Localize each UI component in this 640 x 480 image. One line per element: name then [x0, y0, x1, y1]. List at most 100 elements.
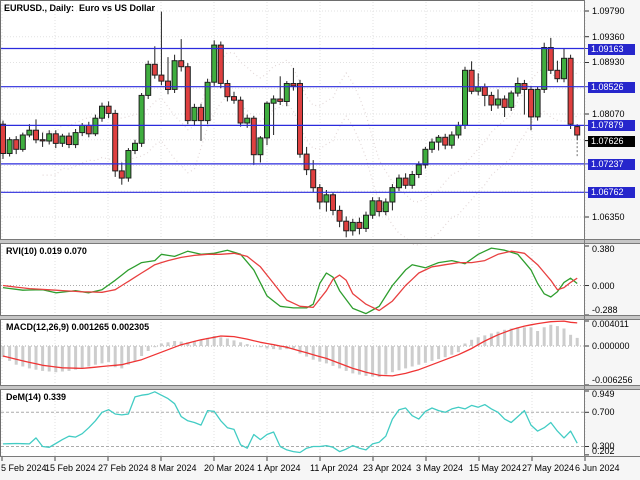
bear-candle: [13, 139, 20, 150]
bull-candle: [475, 86, 482, 92]
rvi-indicator-label: RVI(10) 0.019 0.070: [6, 246, 87, 256]
bull-candle: [382, 201, 389, 213]
bull-candle: [389, 187, 396, 203]
bull-candle: [422, 148, 429, 166]
bull-candle: [72, 132, 79, 146]
bear-candle: [224, 83, 231, 98]
bull-candle: [349, 221, 356, 232]
bull-candle: [369, 200, 376, 216]
bull-candle: [514, 83, 521, 94]
date-label: 15 May 2024: [469, 463, 522, 473]
bear-candle: [297, 83, 303, 155]
bear-candle: [198, 106, 204, 122]
bull-candle: [534, 88, 541, 118]
bull-candle: [561, 57, 567, 80]
overlay-band-dots: [42, 95, 578, 246]
bear-candle: [237, 99, 244, 124]
panel-separator[interactable]: [0, 315, 640, 320]
bear-candle: [481, 86, 488, 96]
bear-candle: [310, 169, 317, 189]
bull-candle: [191, 106, 198, 122]
bear-candle: [468, 69, 475, 92]
time-axis[interactable]: [0, 457, 640, 480]
bull-candle: [323, 194, 330, 203]
bull-candle: [495, 98, 501, 106]
panel-separator[interactable]: [0, 385, 640, 390]
price-axis-label: 1.08930: [592, 57, 625, 67]
bear-candle: [85, 124, 92, 135]
date-label: 3 May 2024: [416, 463, 464, 473]
indicator-line: [2, 247, 578, 315]
panel-separator[interactable]: [0, 239, 640, 244]
date-label: 8 Mar 2024: [151, 463, 197, 473]
date-label: 20 Mar 2024: [204, 463, 255, 473]
bear-candle: [217, 44, 224, 84]
dem-axis-label: 0.700: [592, 407, 615, 417]
date-label: 15 Feb 2024: [45, 463, 96, 473]
bear-candle: [547, 47, 554, 71]
bull-candle: [171, 60, 178, 90]
bear-candle: [376, 200, 383, 213]
bull-candle: [99, 105, 105, 119]
macd-panel[interactable]: [1, 319, 584, 386]
bull-candle: [79, 124, 86, 134]
bull-candle: [448, 134, 455, 146]
date-label: 1 Apr 2024: [257, 463, 301, 473]
price-axis-label: 1.06350: [592, 212, 625, 222]
bull-candle: [145, 63, 152, 96]
bull-candle: [435, 136, 442, 143]
bear-candle: [118, 170, 125, 179]
indicator-line: [2, 391, 578, 454]
bull-candle: [46, 133, 53, 142]
bear-candle: [303, 153, 310, 171]
price-line-label: 1.08526: [588, 82, 635, 93]
bear-candle: [112, 112, 119, 172]
bull-candle: [264, 102, 270, 139]
rvi-panel[interactable]: [1, 243, 584, 316]
bull-candle: [211, 44, 218, 83]
bull-candle: [244, 117, 251, 124]
indicator-line: [2, 320, 578, 377]
bear-candle: [316, 187, 323, 203]
bull-candle: [6, 139, 13, 154]
time-axis-border: [0, 456, 640, 457]
bull-candle: [26, 129, 33, 136]
bear-candle: [343, 220, 350, 232]
bull-candle: [132, 142, 138, 152]
macd-axis-label: -0.006256: [592, 375, 633, 385]
bull-candle: [462, 69, 468, 126]
bear-candle: [336, 209, 343, 222]
dem-axis-label: 0.300: [592, 441, 615, 451]
price-axis-label: 1.09790: [592, 6, 625, 16]
price-axis-label: 1.09360: [592, 32, 625, 42]
bear-candle: [567, 57, 574, 125]
bear-candle: [0, 123, 6, 154]
bull-candle: [455, 124, 462, 136]
bull-candle: [541, 47, 548, 90]
current-price-label: 1.07626: [588, 136, 635, 147]
bear-candle: [501, 98, 508, 108]
bear-candle: [488, 94, 495, 106]
bear-candle: [528, 88, 534, 118]
dem-panel[interactable]: [1, 389, 584, 456]
bear-candle: [290, 83, 297, 87]
bear-candle: [277, 98, 284, 102]
bear-candle: [402, 177, 409, 186]
price-line-label: 1.07879: [588, 120, 635, 131]
price-axis[interactable]: [585, 0, 640, 456]
bull-candle: [138, 94, 145, 144]
bull-candle: [19, 134, 26, 150]
bear-candle: [105, 105, 112, 114]
dem-indicator-label: DeM(14) 0.339: [6, 392, 67, 402]
bull-candle: [396, 177, 402, 189]
bull-candle: [204, 81, 211, 122]
bear-candle: [39, 139, 46, 142]
bull-candle: [363, 214, 369, 229]
macd-indicator-label: MACD(12,26,9) 0.001265 0.002305: [6, 322, 150, 332]
date-label: 23 Apr 2024: [363, 463, 412, 473]
dem-axis-label: 0.202: [592, 446, 615, 456]
bear-candle: [442, 136, 449, 146]
date-label: 6 Jun 2024: [575, 463, 620, 473]
